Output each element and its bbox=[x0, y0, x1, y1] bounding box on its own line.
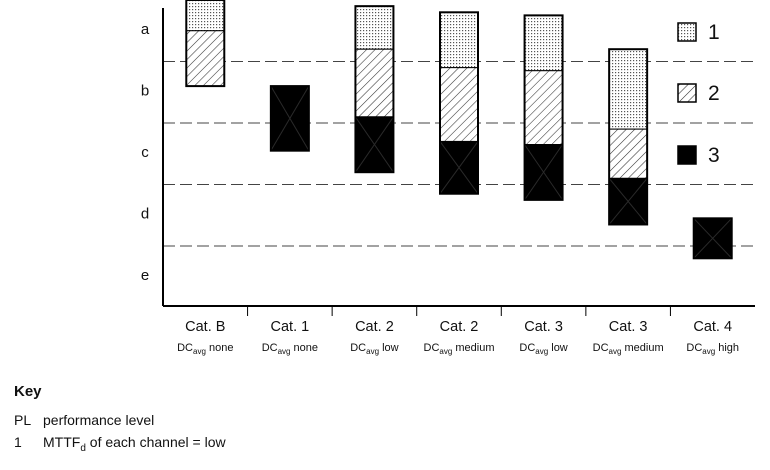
category-label: Cat. 1 bbox=[271, 319, 310, 335]
y-level-label: b bbox=[141, 82, 149, 99]
dc-level-value: medium bbox=[452, 342, 494, 354]
dc-level-label: DCavg high bbox=[686, 342, 739, 356]
bar-outline bbox=[354, 5, 395, 174]
dc-label: DC bbox=[424, 342, 440, 354]
dc-level-value: none bbox=[206, 342, 234, 354]
key-text-main: MTTF bbox=[43, 434, 81, 450]
legend: 1 2 3 bbox=[677, 21, 720, 167]
dc-subscript: avg bbox=[535, 347, 548, 356]
category-label: Cat. 2 bbox=[440, 319, 479, 335]
dc-subscript: avg bbox=[193, 347, 206, 356]
bar-segment-series-1 bbox=[185, 0, 225, 32]
bar-segment-series-2 bbox=[608, 128, 648, 179]
bar-outline bbox=[692, 217, 733, 260]
dc-subscript: avg bbox=[609, 347, 622, 356]
dc-level-value: low bbox=[548, 342, 568, 354]
legend-label: 2 bbox=[708, 82, 720, 105]
dc-level-value: high bbox=[715, 342, 739, 354]
key-row-1: 1 MTTFd of each channel = low bbox=[14, 431, 226, 456]
solid-segment-diagonal bbox=[355, 116, 394, 173]
solid-segment-diagonal bbox=[439, 141, 479, 195]
bar-segment-series-1 bbox=[439, 11, 479, 69]
legend-swatch-1 bbox=[677, 22, 697, 42]
key-code: 1 bbox=[14, 434, 22, 450]
category-label: Cat. 2 bbox=[355, 319, 394, 335]
dc-label: DC bbox=[686, 342, 702, 354]
legend-label: 3 bbox=[708, 144, 720, 167]
y-level-label: d bbox=[141, 205, 149, 222]
legend-swatch-2 bbox=[677, 83, 697, 103]
bars bbox=[185, 0, 733, 260]
dc-label: DC bbox=[177, 342, 193, 354]
dc-level-label: DCavg medium bbox=[593, 342, 664, 356]
dc-label: DC bbox=[262, 342, 278, 354]
dc-level-label: DCavg medium bbox=[424, 342, 495, 356]
category-label: Cat. 4 bbox=[693, 319, 732, 335]
category-label: Cat. B bbox=[185, 319, 225, 335]
dc-level-label: DCavg none bbox=[177, 342, 233, 356]
legend-swatch-3 bbox=[677, 145, 697, 165]
solid-segment-diagonal bbox=[270, 85, 310, 151]
key-text-subscript: d bbox=[80, 443, 86, 454]
dc-label: DC bbox=[593, 342, 609, 354]
bar-outline bbox=[269, 85, 310, 152]
bar-outline bbox=[608, 48, 649, 226]
dc-level-label: DCavg none bbox=[262, 342, 318, 356]
bar-segment-series-1 bbox=[354, 5, 394, 50]
dc-label: DC bbox=[350, 342, 366, 354]
dc-level-value: none bbox=[290, 342, 318, 354]
solid-segment-diagonal bbox=[693, 217, 733, 259]
dc-subscript: avg bbox=[702, 347, 715, 356]
category-separators bbox=[247, 306, 671, 316]
solid-segment-diagonal bbox=[524, 144, 563, 201]
dc-subscript: avg bbox=[366, 347, 379, 356]
dc-level-value: medium bbox=[621, 342, 663, 354]
y-level-label: a bbox=[141, 21, 150, 38]
key-title: Key bbox=[14, 383, 42, 400]
dc-level-label: DCavg low bbox=[519, 342, 567, 356]
y-axis-level-labels: a b c d e bbox=[141, 21, 150, 284]
dc-subscript: avg bbox=[278, 347, 291, 356]
dc-label: DC bbox=[519, 342, 535, 354]
bar-segment-series-2 bbox=[185, 30, 225, 87]
dc-level-label: DCavg low bbox=[350, 342, 398, 356]
solid-segment-diagonal bbox=[608, 178, 648, 225]
dc-subscript: avg bbox=[439, 347, 452, 356]
bar-segment-series-1 bbox=[524, 14, 564, 72]
key-text: performance level bbox=[43, 412, 155, 428]
bar-outline bbox=[185, 0, 226, 88]
y-level-label: e bbox=[141, 267, 149, 284]
bar-outline bbox=[523, 14, 564, 201]
bar-segment-series-2 bbox=[524, 70, 564, 146]
dc-level-value: low bbox=[379, 342, 399, 354]
y-level-label: c bbox=[141, 144, 149, 161]
key: Key PL performance level 1 MTTFd of each c… bbox=[14, 383, 226, 456]
bar-segment-series-2 bbox=[354, 48, 394, 118]
bar-segment-series-1 bbox=[608, 48, 648, 130]
category-label: Cat. 3 bbox=[609, 319, 648, 335]
key-code: PL bbox=[14, 412, 32, 428]
axes bbox=[162, 8, 755, 307]
bar-outline bbox=[439, 11, 479, 195]
legend-label: 1 bbox=[708, 21, 720, 44]
key-row-pl: PL performance level bbox=[14, 409, 226, 431]
category-label: Cat. 3 bbox=[524, 319, 563, 335]
key-text-rest: of each channel = low bbox=[85, 434, 226, 450]
bar-segment-series-2 bbox=[439, 67, 479, 142]
